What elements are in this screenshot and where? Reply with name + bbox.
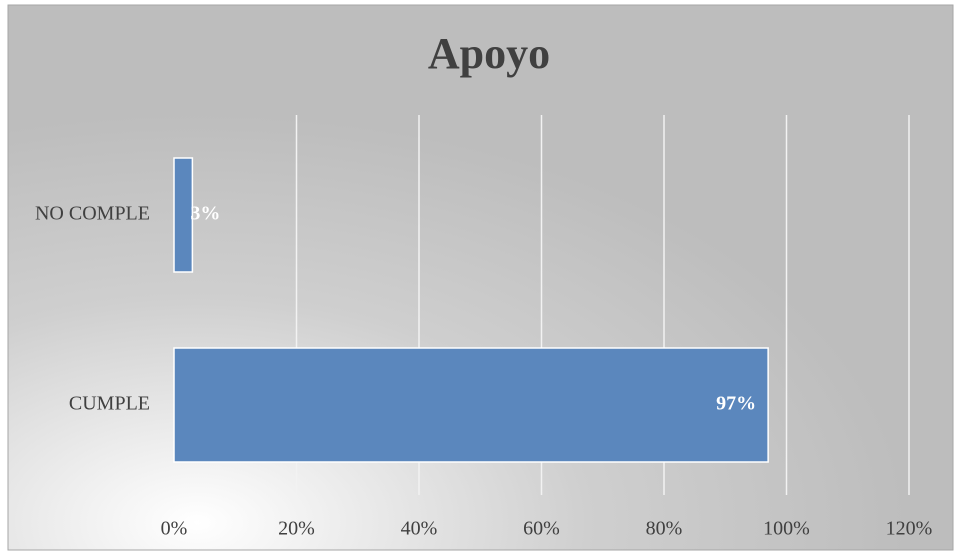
x-tick-label: 120%: [886, 518, 933, 540]
y-tick-label: NO COMPLE: [35, 203, 150, 225]
x-tick-label: 100%: [763, 518, 810, 540]
x-tick-label: 80%: [646, 518, 683, 540]
x-tick-label: 60%: [523, 518, 560, 540]
bar: [173, 347, 769, 463]
data-label: 97%: [716, 393, 756, 415]
data-label: 3%: [190, 203, 220, 225]
x-tick-label: 40%: [401, 518, 438, 540]
bar: [173, 157, 194, 273]
x-tick-label: 0%: [161, 518, 188, 540]
chart-title: Apoyo: [428, 29, 550, 78]
chart-background: [7, 4, 954, 551]
y-tick-label: CUMPLE: [69, 393, 150, 415]
x-tick-label: 20%: [278, 518, 315, 540]
